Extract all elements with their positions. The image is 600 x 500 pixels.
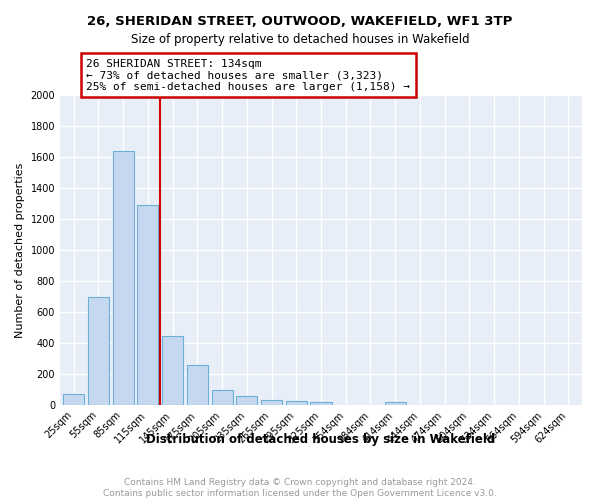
Bar	[236, 396, 257, 405]
Text: 26 SHERIDAN STREET: 134sqm
← 73% of detached houses are smaller (3,323)
25% of s: 26 SHERIDAN STREET: 134sqm ← 73% of deta…	[86, 58, 410, 92]
Text: Contains HM Land Registry data © Crown copyright and database right 2024.
Contai: Contains HM Land Registry data © Crown c…	[103, 478, 497, 498]
Bar	[187, 365, 208, 405]
Y-axis label: Number of detached properties: Number of detached properties	[15, 162, 25, 338]
Text: Distribution of detached houses by size in Wakefield: Distribution of detached houses by size …	[146, 432, 496, 446]
Bar	[88, 298, 109, 405]
Bar	[261, 400, 282, 405]
Bar	[385, 402, 406, 405]
Bar	[63, 394, 84, 405]
Bar	[162, 336, 183, 405]
Text: 26, SHERIDAN STREET, OUTWOOD, WAKEFIELD, WF1 3TP: 26, SHERIDAN STREET, OUTWOOD, WAKEFIELD,…	[88, 15, 512, 28]
Bar	[310, 402, 332, 405]
Text: Size of property relative to detached houses in Wakefield: Size of property relative to detached ho…	[131, 32, 469, 46]
Bar	[212, 390, 233, 405]
Bar	[137, 205, 158, 405]
Bar	[113, 151, 134, 405]
Bar	[286, 401, 307, 405]
